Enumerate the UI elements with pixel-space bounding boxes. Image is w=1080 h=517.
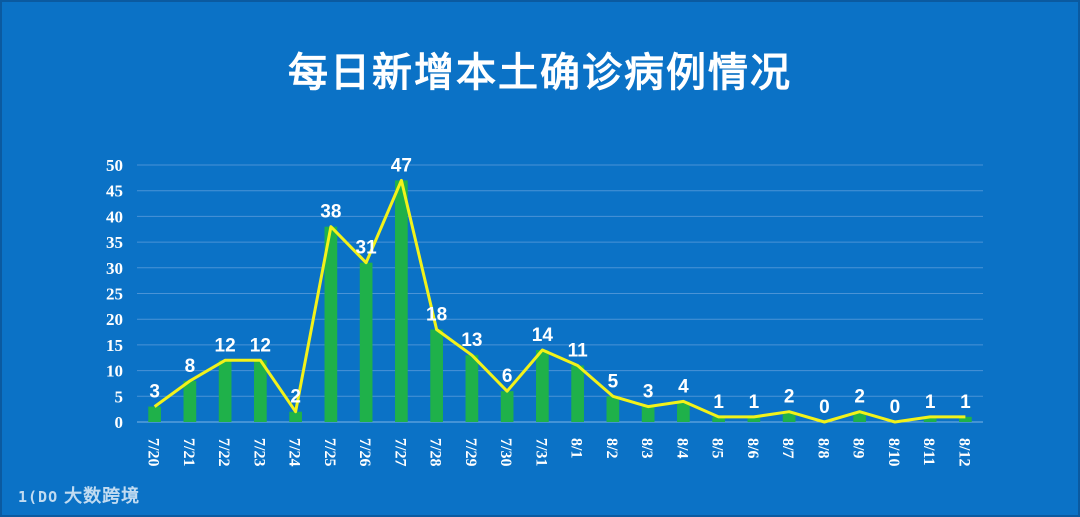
y-axis-ticks: 0 5 10 15 20 25 30 35 40 45 50 — [106, 156, 123, 432]
bar — [465, 355, 479, 422]
bar — [923, 416, 937, 422]
bar — [571, 365, 584, 422]
data-label: 1 — [749, 392, 760, 413]
x-tick-label: 8/10 — [885, 438, 902, 466]
series-line — [153, 178, 966, 424]
x-axis-ticks: 7/20 7/21 7/22 7/23 7/24 7/25 7/26 7/27 7/28 7/29… — [145, 438, 973, 466]
x-tick-label: 7/23 — [250, 438, 267, 466]
data-label: 14 — [532, 325, 554, 346]
bar — [959, 416, 972, 422]
x-tick-label: 8/3 — [638, 438, 655, 458]
y-tick-label: 40 — [106, 207, 123, 226]
data-label: 8 — [185, 356, 196, 377]
bar — [148, 406, 161, 422]
bar — [500, 391, 514, 422]
x-tick-label: 8/5 — [709, 438, 726, 458]
bar — [359, 262, 373, 422]
data-label: 13 — [461, 330, 482, 351]
data-label: 18 — [426, 304, 447, 325]
x-tick-label: 7/27 — [391, 438, 408, 466]
data-label: 6 — [502, 366, 513, 387]
bar — [782, 411, 796, 422]
data-label: 3 — [643, 382, 654, 403]
x-tick-label: 8/1 — [568, 438, 585, 458]
y-tick-label: 35 — [106, 233, 123, 252]
y-tick-label: 50 — [106, 156, 123, 175]
data-label: 1 — [960, 392, 971, 413]
data-label: 2 — [784, 387, 795, 408]
watermark-logo: 1(DO — [18, 488, 59, 506]
bar — [677, 401, 690, 422]
bar — [289, 411, 302, 422]
grid-lines — [137, 164, 983, 423]
data-label: 1 — [925, 392, 936, 413]
watermark: 1(DO 大数跨境 — [18, 482, 140, 508]
x-tick-label: 8/8 — [814, 438, 831, 458]
data-label: 47 — [391, 155, 412, 176]
data-label: 4 — [678, 376, 689, 397]
bar — [536, 350, 549, 422]
bar — [395, 180, 408, 422]
x-tick-label: 7/20 — [145, 438, 162, 466]
bar — [747, 416, 761, 422]
bar — [324, 226, 338, 422]
y-tick-label: 20 — [106, 310, 123, 329]
x-tick-label: 7/29 — [462, 438, 479, 466]
bar — [430, 329, 443, 422]
x-tick-label: 8/11 — [920, 438, 937, 466]
data-label: 0 — [890, 397, 901, 418]
x-tick-label: 8/7 — [779, 438, 796, 458]
bar — [606, 396, 620, 422]
y-tick-label: 45 — [106, 182, 123, 201]
bars — [148, 180, 972, 422]
y-tick-label: 30 — [106, 259, 123, 278]
bar — [254, 360, 267, 422]
x-tick-label: 7/24 — [286, 438, 303, 466]
x-tick-label: 8/6 — [744, 438, 761, 458]
x-tick-label: 7/22 — [215, 438, 232, 466]
x-tick-label: 7/26 — [356, 438, 373, 466]
data-label: 2 — [854, 387, 865, 408]
data-label: 38 — [320, 202, 341, 223]
y-tick-label: 15 — [106, 336, 123, 355]
y-tick-label: 25 — [106, 285, 123, 304]
trend-line — [153, 178, 966, 424]
y-tick-label: 0 — [115, 413, 124, 432]
data-label: 12 — [215, 335, 236, 356]
bar — [218, 360, 232, 422]
data-label: 5 — [608, 371, 619, 392]
data-label: 11 — [568, 340, 589, 361]
y-tick-label: 10 — [106, 362, 123, 381]
chart-title: 每日新增本土确诊病例情况 — [288, 50, 792, 96]
data-label: 1 — [713, 392, 724, 413]
x-tick-label: 7/28 — [427, 438, 444, 466]
data-label: 12 — [250, 335, 271, 356]
x-tick-label: 7/21 — [180, 438, 197, 466]
bar — [853, 411, 866, 422]
x-tick-label: 8/9 — [850, 438, 867, 458]
bar — [712, 416, 725, 422]
bar — [641, 406, 655, 422]
y-tick-label: 5 — [115, 387, 124, 406]
data-label: 0 — [819, 397, 830, 418]
x-tick-label: 7/30 — [497, 438, 514, 466]
x-tick-label: 8/4 — [673, 438, 690, 458]
data-label: 3 — [149, 382, 160, 403]
data-label: 2 — [290, 387, 301, 408]
x-tick-label: 7/25 — [321, 438, 338, 466]
watermark-text: 大数跨境 — [64, 486, 141, 507]
x-tick-label: 7/31 — [532, 438, 549, 466]
x-tick-label: 8/2 — [603, 438, 620, 458]
bar — [183, 380, 197, 422]
data-label: 31 — [356, 238, 378, 259]
x-tick-label: 8/12 — [955, 438, 972, 466]
